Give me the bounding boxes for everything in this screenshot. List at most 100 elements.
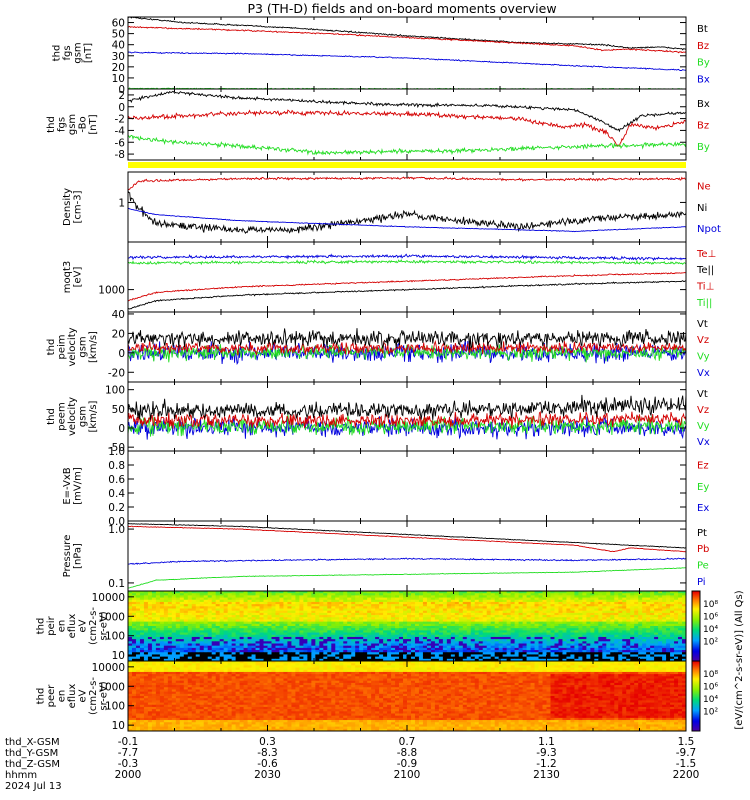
series-Pe	[128, 557, 686, 565]
panel-ytick: 0	[118, 84, 125, 96]
panel-ylabel: thd	[36, 618, 47, 635]
legend-item: Te||	[696, 265, 714, 276]
legend-item: Vt	[697, 389, 708, 400]
panel-ylabel: [km/s]	[88, 400, 99, 432]
xaxis-tick-value: -9.7	[676, 747, 697, 759]
xaxis-tick-value: 0.3	[259, 736, 276, 748]
legend-item: Bz	[697, 120, 709, 131]
panel-ytick: 10	[112, 73, 125, 85]
xaxis-row-label: thd_X-GSM	[5, 737, 60, 748]
quality-flag-bar	[128, 162, 686, 168]
panel-ytick: 100	[105, 385, 125, 397]
panel-ytick: 0	[118, 102, 125, 114]
legend-item: Vy	[697, 421, 710, 432]
panel-ylabel: fgs	[57, 117, 68, 132]
panel-ylabel: (cm2-s-	[88, 607, 99, 645]
colorbar-tick: 10⁶	[703, 683, 718, 693]
panel-ylabel: eV	[78, 619, 89, 632]
xaxis-tick-value: -0.9	[397, 758, 418, 770]
panel-ytick: -8	[115, 149, 125, 161]
panel-ylabel: E=-VxB	[62, 467, 73, 504]
panel-frame	[127, 520, 687, 592]
legend-item: Vx	[697, 437, 710, 448]
panel-ytick: 40	[112, 40, 125, 52]
panel-ytick: -6	[115, 137, 126, 149]
xaxis-tick-value: 2200	[673, 769, 700, 781]
xaxis-row-label: hhmm	[5, 770, 37, 781]
series-Ti||	[128, 280, 686, 310]
series-Vt	[128, 394, 686, 420]
panel-ytick: 1000	[98, 681, 125, 693]
series-Ni	[128, 190, 686, 234]
xaxis-tick-value: -0.1	[118, 736, 139, 748]
legend-item: Ez	[697, 461, 709, 472]
panel-ytick: 50	[112, 29, 125, 41]
legend-item: Te⊥	[696, 249, 716, 260]
spectrogram	[128, 661, 687, 732]
legend-item: Pe	[697, 561, 709, 572]
legend-item: Vz	[697, 405, 709, 416]
panel-ytick: 10000	[92, 592, 125, 604]
panel-ytick: 0.8	[108, 460, 125, 472]
series-Pt	[128, 523, 686, 549]
legend-item: Bz	[697, 41, 709, 52]
panel-ytick: 30	[112, 51, 125, 63]
panel-ylabel: en	[57, 620, 68, 633]
panel-10: thd peer en eflux eV (cm2-s-sr-eV)10 100 1000 10…	[36, 660, 687, 732]
xaxis-tick-value: 2130	[533, 769, 560, 781]
colorbar-tick: 10²	[703, 638, 718, 648]
xaxis-tick-value: 0.7	[399, 736, 416, 748]
date-label: 2024 Jul 13	[5, 781, 62, 792]
panel-ytick: 0.0	[108, 516, 125, 528]
legend-item: Npot	[697, 224, 721, 235]
panel-ytick: 10000	[92, 662, 125, 674]
panel-ytick: -4	[115, 125, 126, 137]
series-Bx	[128, 51, 686, 72]
panel-ylabel: eflux	[67, 614, 78, 639]
series-Vy	[128, 344, 686, 363]
colorbar-tick: 10⁴	[703, 695, 718, 705]
xaxis-tick-value: -1.5	[676, 758, 697, 770]
panel-ytick: 0	[118, 423, 125, 435]
xaxis-tick-value: -1.2	[536, 758, 557, 770]
panel-ylabel: Density	[62, 188, 73, 226]
panel-ylabel: thd	[46, 116, 57, 133]
panel-frame	[127, 241, 687, 313]
series-By	[128, 134, 686, 156]
panel-ylabel: [nT]	[88, 114, 99, 134]
panel-frame	[127, 88, 687, 161]
panel-ylabel: peer	[46, 684, 57, 708]
series-Te||	[128, 258, 686, 266]
legend-item: Vy	[697, 352, 710, 363]
series-Pi	[128, 567, 686, 589]
panel-ytick: -50	[108, 442, 125, 454]
series-Bz	[128, 25, 686, 54]
legend-item: By	[697, 142, 710, 153]
panel-ytick: 0.6	[108, 474, 125, 486]
series-Ti⊥	[128, 271, 686, 302]
panel-ylabel: moqt3	[62, 261, 73, 294]
legend-item: Pi	[697, 577, 706, 588]
panel-ytick: 50	[112, 404, 125, 416]
colorbar: 10⁸ 10⁶ 10⁴ 10² 10⁸ 10⁶ 10⁴ 10² [eV/(cm^2-s-sr-e…	[691, 590, 745, 732]
panel-ytick: 0.4	[108, 488, 125, 500]
panel-ytick: 1.0	[108, 524, 125, 536]
panel-ylabel: [nPa]	[72, 543, 83, 569]
colorbar-tick: 10⁶	[703, 613, 718, 623]
panel-frame	[127, 450, 687, 522]
panel-ylabel: gsm	[78, 336, 89, 357]
panel-ytick: 10	[112, 720, 125, 732]
series-Bt	[128, 17, 686, 51]
panel-ylabel: peir	[46, 615, 57, 635]
panel-ytick: 40	[112, 309, 125, 321]
legend-item: Bx	[697, 99, 710, 110]
series-Npot	[128, 207, 686, 233]
panel-ytick: -20	[108, 367, 125, 379]
legend-item: Vt	[697, 319, 708, 330]
panel-ytick: 0.2	[108, 502, 125, 514]
panel-ylabel: thd	[46, 339, 57, 356]
xaxis-row-label: thd_Z-GSM	[5, 759, 60, 770]
legend-item: Vz	[697, 335, 709, 346]
